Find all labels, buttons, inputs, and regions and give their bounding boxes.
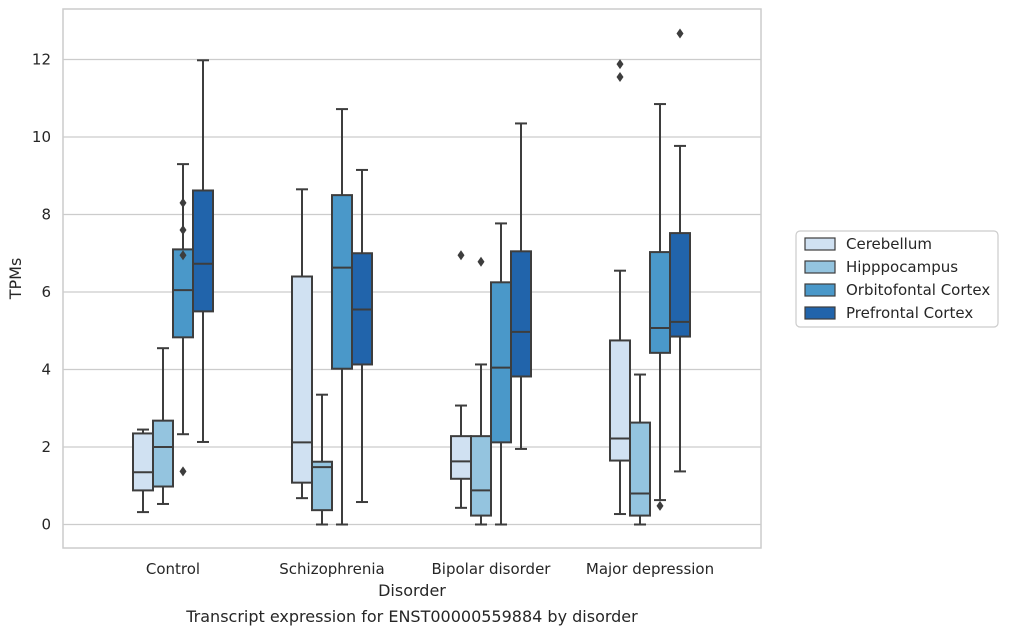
box xyxy=(510,250,532,378)
outlier-point xyxy=(616,71,624,82)
outlier-point xyxy=(179,250,187,261)
box-group xyxy=(132,428,154,514)
box xyxy=(450,435,472,480)
plot-border xyxy=(62,8,762,549)
box-group xyxy=(450,250,472,509)
y-tick-label: 12 xyxy=(32,51,51,69)
axis-ticks: 0 2 4 6 8 10 12 Control Schizophrenia Bipolar dis… xyxy=(32,51,714,579)
legend-label: Cerebellum xyxy=(846,235,932,253)
x-tick-label: Control xyxy=(146,560,200,578)
x-axis-label: Disorder xyxy=(378,581,446,600)
box xyxy=(192,189,214,313)
box-group xyxy=(311,393,333,526)
x-tick-label: Bipolar disorder xyxy=(432,560,552,578)
box-group xyxy=(510,122,532,450)
y-tick-label: 6 xyxy=(41,283,51,301)
x-tick-label: Major depression xyxy=(586,560,714,578)
legend-box xyxy=(795,230,999,328)
legend-label: Prefrontal Cortex xyxy=(846,304,973,322)
box xyxy=(649,251,671,354)
box-group xyxy=(192,59,214,443)
outlier-point xyxy=(477,256,485,267)
y-axis-label: TPMs xyxy=(6,258,25,301)
outlier-point xyxy=(457,250,465,261)
box-group xyxy=(649,103,671,511)
y-tick-label: 4 xyxy=(41,361,51,379)
legend-swatch xyxy=(804,283,836,297)
legend-swatch xyxy=(804,260,836,274)
legend-label: Orbitofontal Cortex xyxy=(846,281,990,299)
box xyxy=(609,339,631,462)
outlier-point xyxy=(179,466,187,477)
box-group xyxy=(609,59,631,516)
legend: Cerebellum Hipppocampus Orbitofontal Corte… xyxy=(795,230,999,328)
legend-label: Hipppocampus xyxy=(846,258,958,276)
box xyxy=(331,194,353,370)
y-tick-label: 2 xyxy=(41,438,51,456)
outlier-point xyxy=(179,225,187,235)
box-group xyxy=(291,188,313,500)
box xyxy=(669,232,691,338)
box-group xyxy=(172,163,194,477)
box xyxy=(311,460,333,512)
box-group xyxy=(490,222,512,526)
y-tick-label: 10 xyxy=(32,128,51,146)
box-group xyxy=(629,373,651,526)
y-tick-label: 8 xyxy=(41,206,51,224)
box xyxy=(490,281,512,444)
box-group xyxy=(331,108,353,526)
y-tick-label: 0 xyxy=(41,516,51,534)
outlier-point xyxy=(676,28,684,39)
box-group xyxy=(669,28,691,473)
box xyxy=(291,275,313,484)
x-tick-label: Schizophrenia xyxy=(279,560,384,578)
box xyxy=(629,421,651,517)
box-group xyxy=(152,347,174,505)
box-plot-marks xyxy=(132,28,691,526)
outlier-point xyxy=(656,500,664,511)
legend-swatch xyxy=(804,237,836,251)
box-group xyxy=(470,256,492,526)
legend-swatch xyxy=(804,306,836,320)
outlier-point xyxy=(616,59,624,70)
chart-caption: Transcript expression for ENST0000055988… xyxy=(185,607,638,626)
box xyxy=(470,435,492,517)
box xyxy=(132,432,154,492)
box xyxy=(172,248,194,339)
outlier-point xyxy=(179,197,187,208)
box xyxy=(152,419,174,488)
plot-frame xyxy=(62,8,762,549)
box-group xyxy=(351,168,373,504)
